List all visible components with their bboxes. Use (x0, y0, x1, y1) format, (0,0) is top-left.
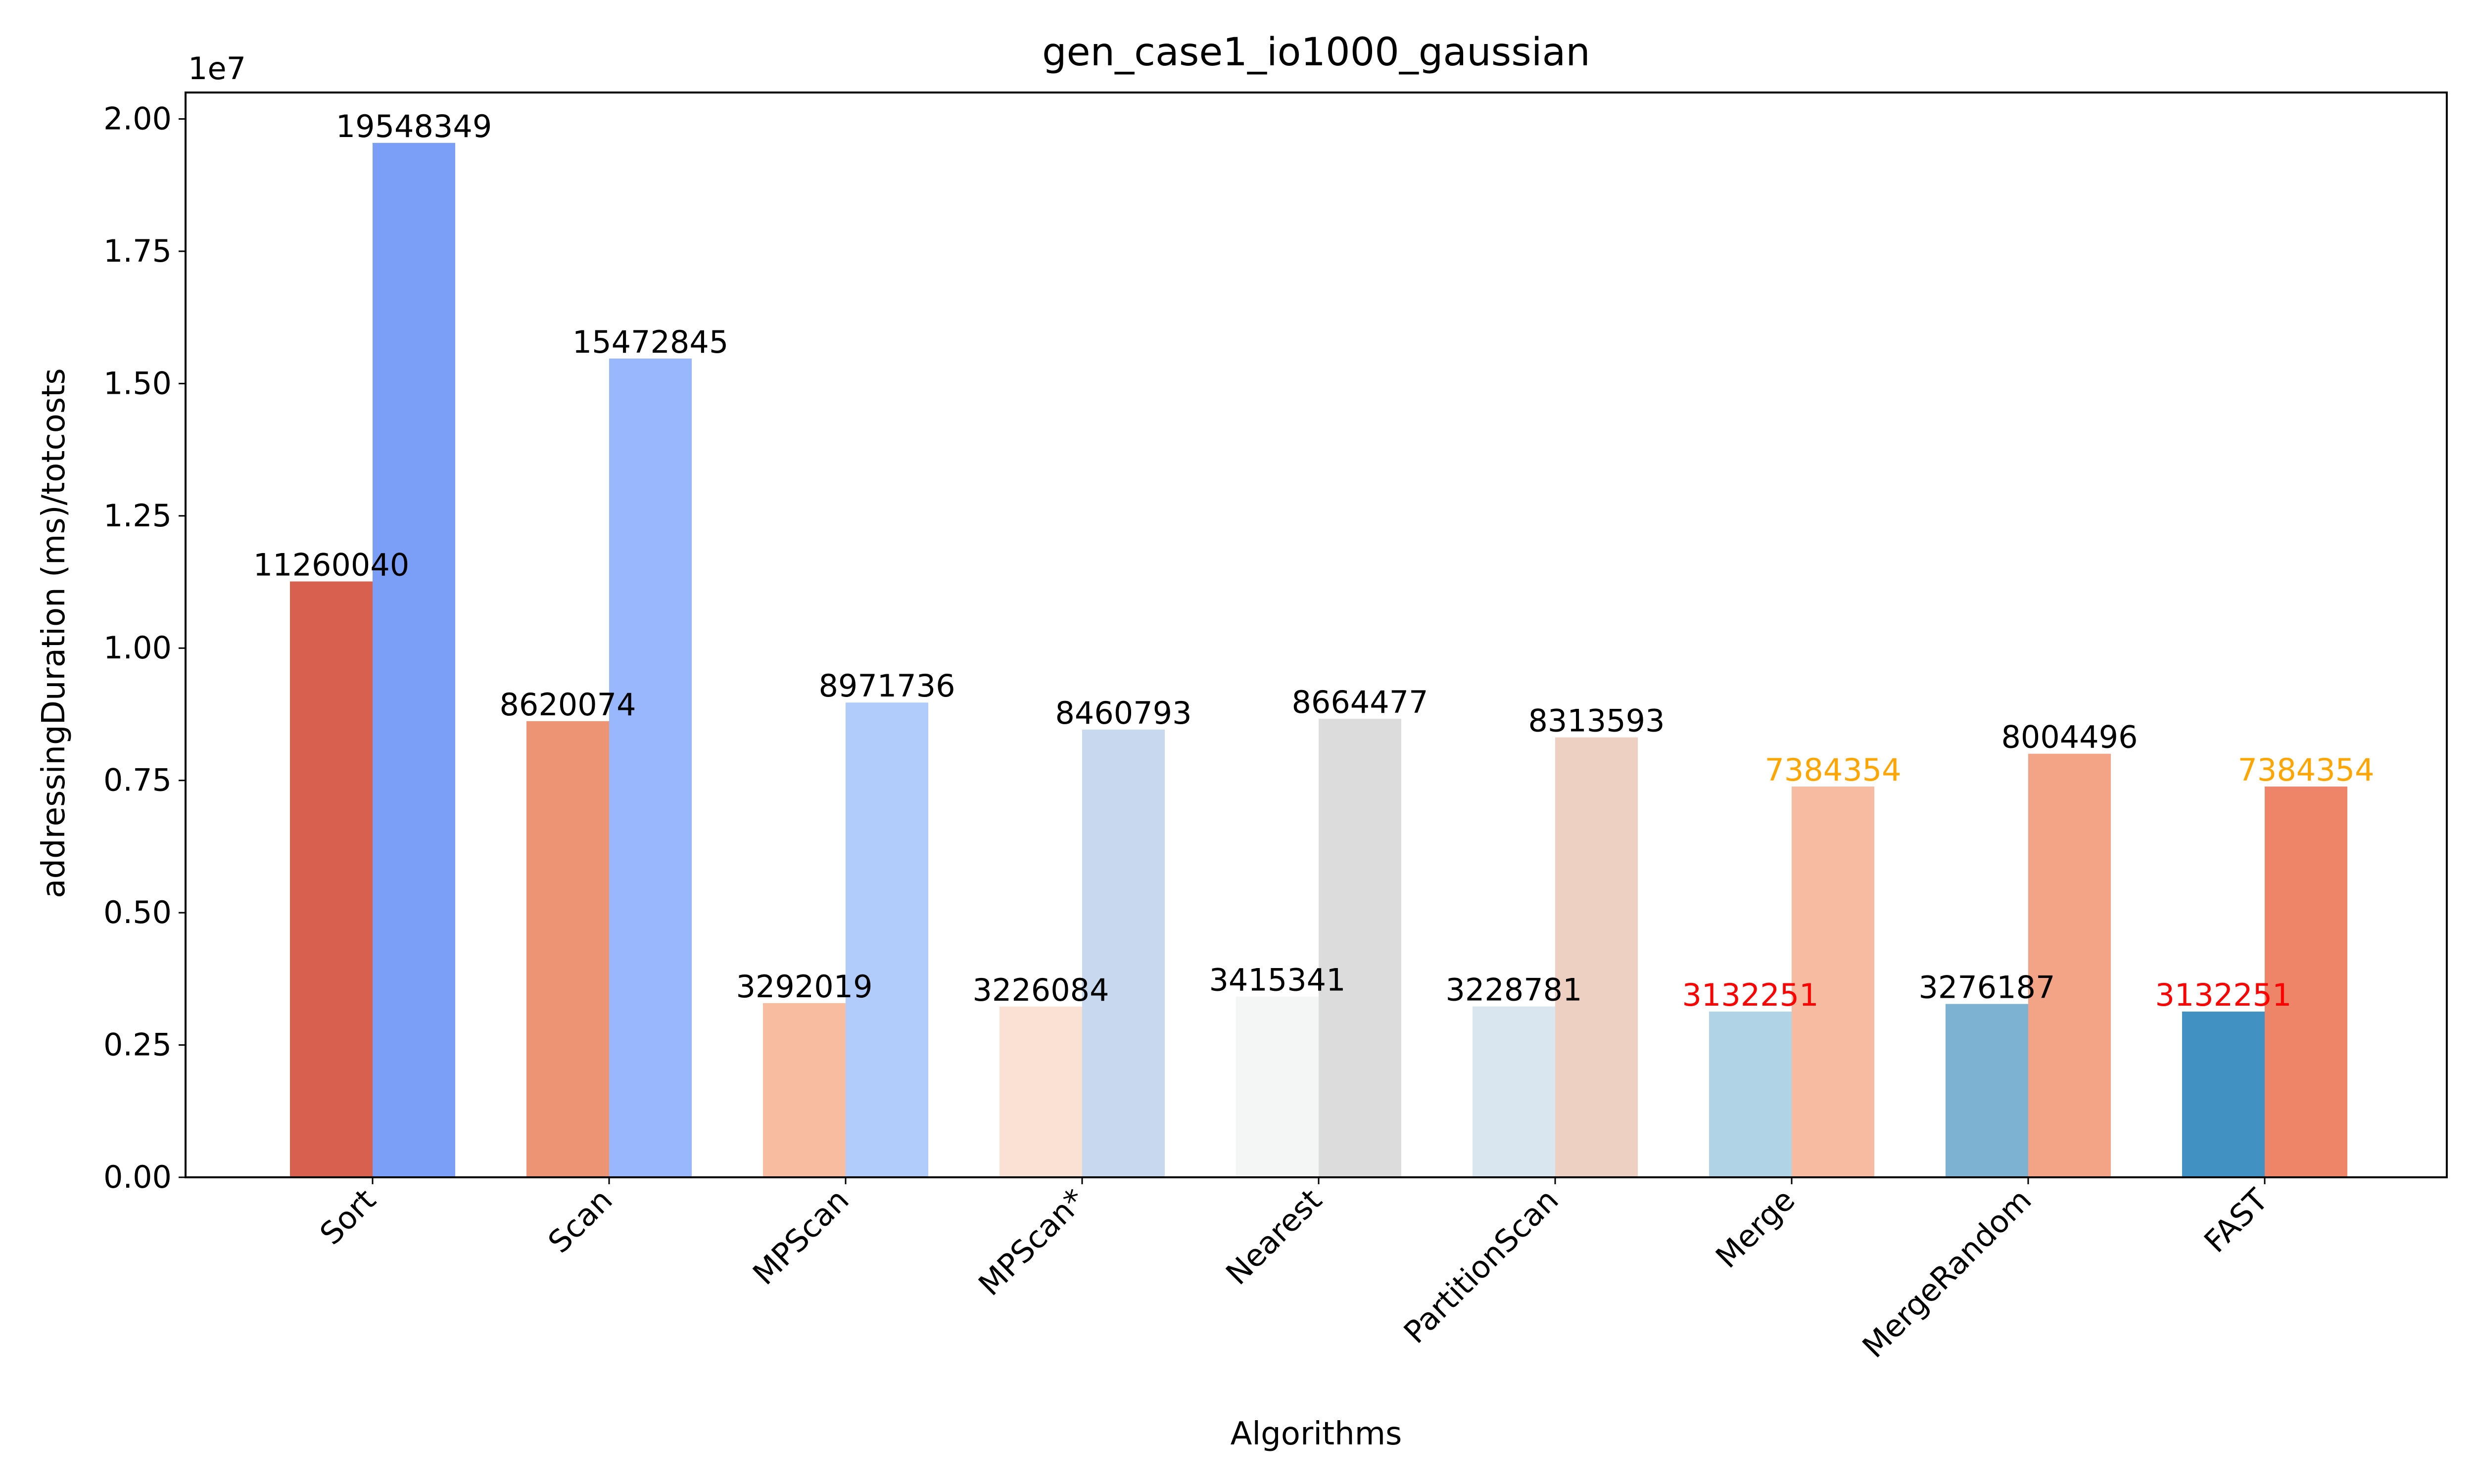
bars-layer (290, 142, 2347, 1177)
bar-value-label: 3415341 (1209, 962, 1345, 998)
bar-value-label: 3228781 (1445, 972, 1582, 1008)
bar-b-mergerandom (2028, 753, 2111, 1177)
bar-value-label: 7384354 (2237, 752, 2374, 788)
bar-value-label: 15472845 (572, 324, 729, 360)
bar-a-scan (526, 721, 609, 1177)
y-axis-label: addressingDuration (ms)/totcosts (36, 368, 72, 898)
bar-a-mpscan- (999, 1006, 1082, 1177)
bar-value-label: 11260040 (253, 547, 410, 583)
bar-value-label: 3276187 (1918, 970, 2055, 1006)
y-axis-offset-text: 1e7 (188, 50, 246, 87)
bar-b-fast (2265, 787, 2347, 1177)
y-tick-label: 1.00 (103, 630, 172, 666)
bar-b-merge (1792, 787, 1874, 1177)
y-tick-label: 1.75 (103, 233, 172, 269)
bar-b-nearest (1319, 719, 1401, 1177)
bar-b-mpscan- (1082, 729, 1165, 1177)
bar-value-label: 8620074 (499, 687, 636, 723)
bar-value-label: 8004496 (2001, 719, 2138, 755)
y-tick-label: 2.00 (103, 100, 172, 137)
plot-frame (185, 92, 2448, 1178)
bar-b-mpscan (846, 702, 928, 1177)
bar-a-partitionscan (1473, 1006, 1555, 1177)
bar-b-partitionscan (1555, 737, 1638, 1177)
y-tick-label: 0.50 (103, 894, 172, 930)
bar-a-mpscan (763, 1003, 846, 1177)
y-tick-label: 0.75 (103, 762, 172, 798)
bar-a-nearest (1236, 996, 1319, 1177)
y-tick-label: 0.25 (103, 1027, 172, 1063)
y-tick-label: 1.50 (103, 365, 172, 401)
bar-a-sort (290, 581, 373, 1177)
bar-value-label: 3292019 (736, 969, 872, 1005)
x-axis-label: Algorithms (1231, 1416, 1402, 1452)
bar-b-sort (373, 142, 455, 1177)
bar-value-label: 3226084 (972, 972, 1109, 1008)
bar-value-label: 19548349 (336, 108, 492, 144)
bar-a-fast (2182, 1011, 2265, 1177)
y-tick-label: 0.00 (103, 1159, 172, 1195)
bar-a-merge (1709, 1011, 1792, 1177)
bar-b-scan (609, 358, 692, 1177)
y-tick-label: 1.25 (103, 498, 172, 534)
bar-value-label: 8664477 (1291, 684, 1428, 720)
bar-a-mergerandom (1946, 1004, 2028, 1177)
y-axis: 0.00 0.25 0.50 0.75 1.00 1.25 1.50 1.75 2.00 (103, 100, 186, 1195)
bar-value-label: 8971736 (818, 668, 955, 704)
bar-value-label: 8313593 (1528, 703, 1665, 739)
bar-value-label: 7384354 (1764, 752, 1901, 788)
chart-title: gen_case1_io1000_gaussian (1042, 30, 1590, 75)
bar-value-label: 3132251 (2155, 977, 2291, 1013)
value-labels-layer: 11260040 19548349 8620074 15472845 3292019 89… (253, 108, 2375, 1013)
bar-value-label: 3132251 (1682, 977, 1818, 1013)
bar-value-label: 8460793 (1055, 695, 1191, 731)
